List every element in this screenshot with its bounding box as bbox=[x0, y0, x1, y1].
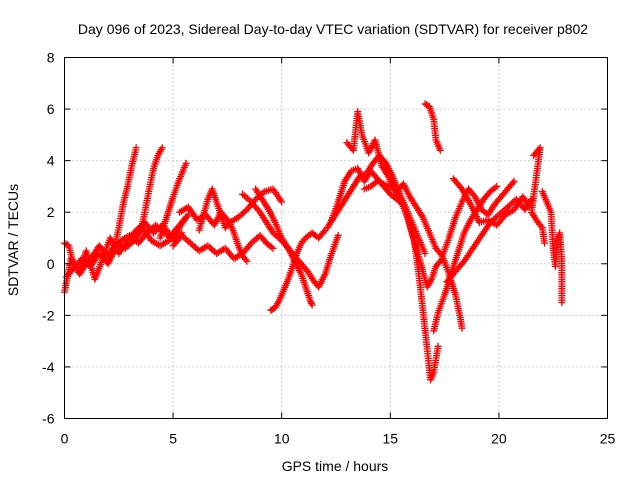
data-marks bbox=[61, 100, 566, 384]
series-arc-04 bbox=[110, 144, 140, 252]
x-tick-label: 10 bbox=[274, 431, 290, 447]
data-point bbox=[308, 301, 316, 309]
series-arc-21 bbox=[449, 175, 533, 229]
y-tick-label: -2 bbox=[42, 307, 55, 323]
data-point bbox=[510, 177, 518, 185]
series-arc-05 bbox=[137, 144, 166, 237]
data-point bbox=[269, 244, 277, 252]
data-point bbox=[509, 179, 517, 187]
y-tick-label: 0 bbox=[47, 256, 55, 272]
series-arc-15 bbox=[343, 108, 442, 384]
series-arc-09 bbox=[195, 185, 251, 265]
axis-ticks bbox=[64, 57, 608, 419]
data-point bbox=[320, 228, 328, 236]
x-tick-label: 15 bbox=[383, 431, 399, 447]
series-arc-06 bbox=[156, 159, 190, 242]
x-tick-label: 25 bbox=[600, 431, 616, 447]
series-arc-23 bbox=[538, 188, 566, 306]
chart-title: Day 096 of 2023, Sidereal Day-to-day VTE… bbox=[78, 21, 588, 37]
data-point bbox=[558, 298, 566, 306]
x-axis-title: GPS time / hours bbox=[282, 458, 389, 474]
series-arc-16 bbox=[360, 177, 466, 332]
x-tick-label: 20 bbox=[491, 431, 507, 447]
series-arc-07 bbox=[169, 231, 277, 263]
series-arc-22 bbox=[527, 144, 549, 247]
x-tick-label: 0 bbox=[61, 431, 69, 447]
data-point bbox=[434, 342, 442, 350]
y-axis-title: SDTVAR / TECUs bbox=[5, 184, 21, 296]
data-point bbox=[334, 231, 342, 239]
y-tick-label: 8 bbox=[47, 50, 55, 66]
y-tick-label: -4 bbox=[42, 359, 55, 375]
data-point bbox=[243, 257, 251, 265]
series-arc-17 bbox=[421, 100, 444, 154]
y-tick-label: -6 bbox=[42, 411, 55, 427]
y-tick-label: 2 bbox=[47, 204, 55, 220]
data-point bbox=[278, 198, 286, 206]
data-point bbox=[491, 184, 499, 192]
data-point bbox=[158, 144, 166, 152]
data-point bbox=[267, 243, 275, 251]
data-point bbox=[436, 146, 444, 154]
data-point bbox=[182, 159, 190, 167]
plot-frame bbox=[64, 57, 608, 419]
data-point bbox=[541, 239, 549, 247]
data-point bbox=[182, 213, 190, 221]
data-point bbox=[493, 182, 501, 190]
data-point bbox=[132, 144, 140, 152]
series-arc-12 bbox=[267, 226, 329, 314]
tick-labels: 0 5 10 15 20 25 -6 -4 -2 0 2 4 6 8 bbox=[42, 50, 615, 447]
x-tick-label: 5 bbox=[169, 431, 177, 447]
y-tick-label: 4 bbox=[47, 153, 55, 169]
data-point bbox=[458, 324, 466, 332]
y-tick-label: 6 bbox=[47, 101, 55, 117]
data-point bbox=[421, 249, 429, 257]
series-arc-19 bbox=[438, 177, 518, 260]
